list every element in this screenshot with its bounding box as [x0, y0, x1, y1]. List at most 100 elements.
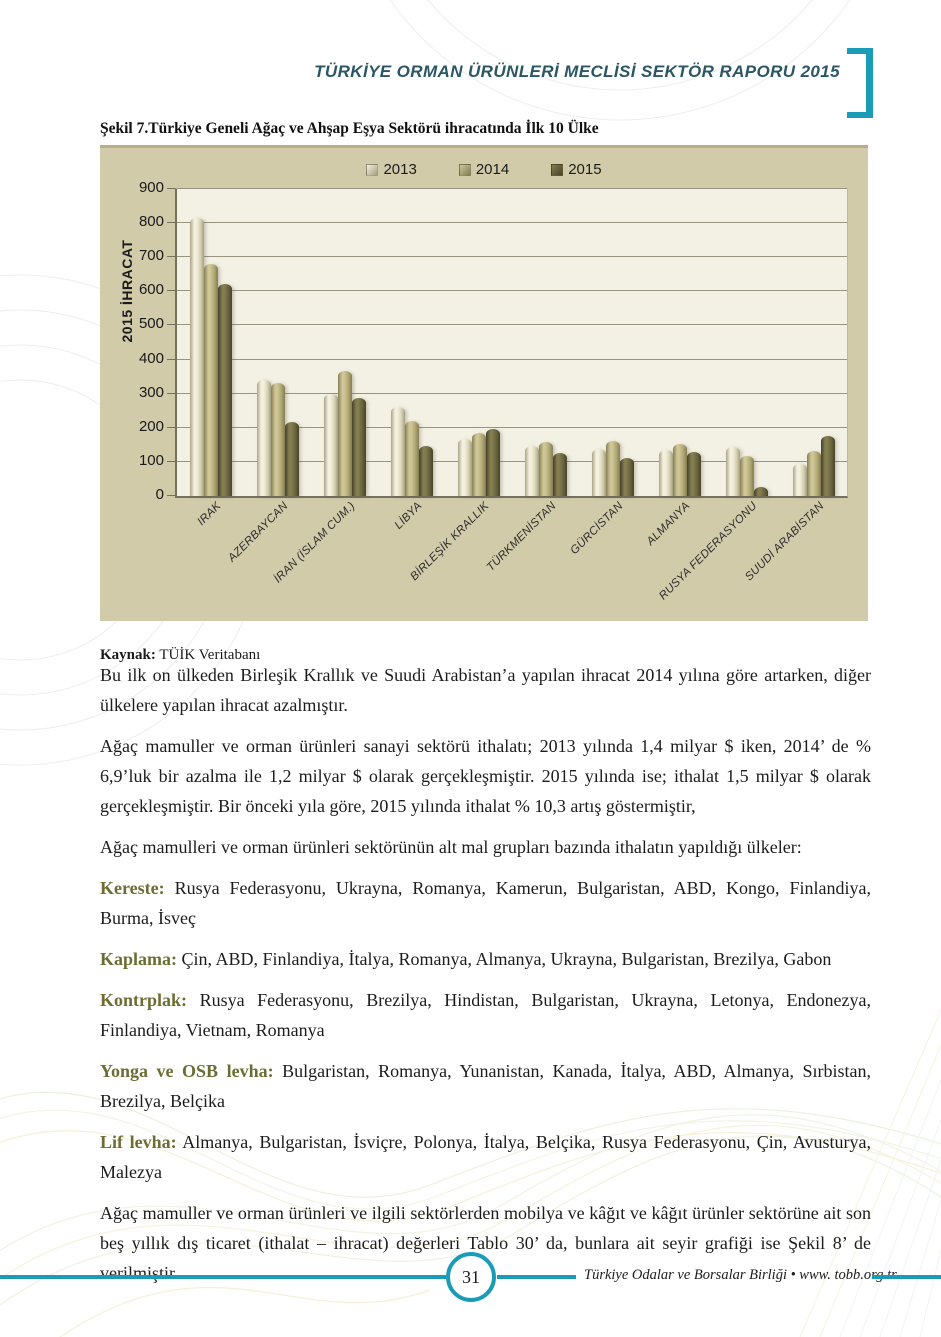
x-axis-label-5: TÜRKMENİSTAN — [484, 500, 558, 574]
legend-item-2015: 2015 — [551, 161, 602, 178]
bar-2014-1 — [270, 383, 285, 496]
legend-swatch-icon — [551, 163, 564, 176]
bar-group — [311, 189, 378, 496]
legend-swatch-icon — [366, 163, 379, 176]
bar-2014-6 — [605, 441, 620, 496]
x-axis-label-9: SUUDİ ARABİSTAN — [742, 500, 826, 584]
bar-group — [512, 189, 579, 496]
y-tick-label: 100 — [138, 451, 164, 469]
figure-caption: Şekil 7.Türkiye Geneli Ağaç ve Ahşap Eşy… — [100, 120, 599, 137]
bar-2013-5 — [524, 446, 539, 496]
bar-group — [445, 189, 512, 496]
bar-2013-0 — [189, 218, 204, 496]
gridline — [177, 426, 847, 428]
y-tick-mark — [167, 460, 175, 462]
paragraph-text: Bulgaristan, Romanya, Yunanistan, Kanada… — [100, 1061, 871, 1111]
legend-label: 2013 — [383, 161, 417, 178]
legend-item-2014: 2014 — [458, 161, 509, 178]
footer-rule-middle — [497, 1275, 576, 1279]
y-tick-mark — [167, 392, 175, 394]
bar-2013-4 — [457, 439, 472, 496]
footer-publisher: Türkiye Odalar ve Borsalar Birliği • www… — [584, 1267, 897, 1283]
page-number: 31 — [462, 1266, 480, 1287]
y-tick-label: 300 — [138, 383, 164, 401]
bar-2015-4 — [485, 429, 500, 496]
x-axis-label-7: ALMANYA — [644, 500, 692, 548]
y-tick-mark — [167, 358, 175, 360]
paragraph-text: Rusya Federasyonu, Ukrayna, Romanya, Kam… — [100, 878, 871, 928]
paragraph-text: Ağaç mamulleri ve orman ürünleri sektörü… — [100, 837, 802, 857]
paragraph-text: Ağaç mamuller ve orman ürünleri sanayi s… — [100, 736, 871, 816]
bar-2014-0 — [203, 264, 218, 496]
source-text: TÜİK Veritabanı — [155, 647, 261, 663]
y-tick-mark — [167, 256, 175, 258]
bar-group — [378, 189, 445, 496]
chart-legend: 2013 2014 2015 — [100, 161, 868, 178]
y-tick-mark — [167, 222, 175, 224]
gridline — [177, 256, 847, 258]
paragraph-lead: Yonga ve OSB levha: — [100, 1061, 274, 1081]
bar-2015-6 — [619, 458, 634, 496]
paragraph: Ağaç mamuller ve orman ürünleri sanayi s… — [100, 731, 871, 821]
x-axis-label-1: AZERBAYCAN — [225, 500, 290, 565]
x-axis-label-3: LİBYA — [392, 500, 424, 532]
bar-2015-0 — [217, 284, 232, 496]
footer-rule-right — [872, 1275, 941, 1279]
y-tick-mark — [167, 324, 175, 326]
y-tick-label: 0 — [155, 486, 164, 503]
bar-2013-2 — [323, 394, 338, 496]
legend-label: 2015 — [568, 161, 602, 178]
chart-plot-area — [175, 188, 848, 498]
paragraph-kereste: Kereste: Rusya Federasyonu, Ukrayna, Rom… — [100, 873, 871, 933]
gridline — [177, 460, 847, 462]
paragraph-kontrplak: Kontrplak: Rusya Federasyonu, Brezilya, … — [100, 985, 871, 1045]
bar-group — [579, 189, 646, 496]
paragraph-lead: Lif levha: — [100, 1132, 177, 1152]
source-label: Kaynak: — [100, 647, 156, 663]
gridline — [177, 290, 847, 292]
bar-2014-5 — [538, 442, 553, 496]
bar-group — [780, 189, 847, 496]
y-tick-label: 700 — [138, 247, 164, 265]
paragraph-lead: Kaplama: — [100, 949, 178, 969]
y-tick-mark — [167, 290, 175, 292]
footer-rule-left — [0, 1275, 446, 1279]
bar-group — [646, 189, 713, 496]
report-header-title: TÜRKİYE ORMAN ÜRÜNLERİ MECLİSİ SEKTÖR RA… — [314, 62, 840, 81]
paragraph-text: Bu ilk on ülkeden Birleşik Krallık ve Su… — [100, 665, 871, 715]
chart-source: Kaynak: TÜİK Veritabanı — [100, 647, 260, 664]
export-top10-bar-chart: 2013 2014 2015 2015 İHRACAT 0 100 200 300 400 5… — [100, 145, 868, 621]
y-tick-label: 200 — [138, 417, 164, 435]
bar-2015-3 — [418, 446, 433, 496]
bar-2014-7 — [672, 444, 687, 496]
bar-group — [713, 189, 780, 496]
paragraph-text: Rusya Federasyonu, Brezilya, Hindistan, … — [100, 990, 871, 1040]
gridline — [177, 324, 847, 326]
paragraph-text: Ağaç mamuller ve orman ürünleri ve ilgil… — [100, 1203, 871, 1283]
paragraph: Ağaç mamulleri ve orman ürünleri sektörü… — [100, 832, 871, 862]
gridline — [177, 188, 847, 189]
bar-2014-4 — [471, 433, 486, 496]
bar-2015-8 — [753, 487, 768, 496]
x-axis-label-8: RUSYA FEDERASYONU — [656, 500, 759, 603]
body-text: Bu ilk on ülkeden Birleşik Krallık ve Su… — [100, 660, 871, 1299]
bar-2014-9 — [806, 451, 821, 496]
bar-2014-8 — [739, 456, 754, 496]
bar-2013-9 — [792, 464, 807, 496]
header-bracket-decoration — [847, 48, 873, 118]
x-axis-label-4: BİRLEŞİK KRALLIK — [407, 500, 491, 584]
gridline — [177, 358, 847, 360]
bar-group — [244, 189, 311, 496]
y-tick-label: 900 — [138, 179, 164, 196]
y-tick-label: 600 — [138, 281, 164, 299]
paragraph-lead: Kontrplak: — [100, 990, 188, 1010]
paragraph: Bu ilk on ülkeden Birleşik Krallık ve Su… — [100, 660, 871, 720]
bar-groups — [177, 189, 847, 496]
bar-2013-3 — [390, 407, 405, 496]
y-tick-mark — [167, 495, 175, 496]
y-tick-label: 500 — [138, 315, 164, 333]
bar-group — [177, 189, 244, 496]
paragraph: Ağaç mamuller ve orman ürünleri ve ilgil… — [100, 1198, 871, 1288]
bar-2015-7 — [686, 452, 701, 496]
bar-2015-9 — [820, 436, 835, 496]
